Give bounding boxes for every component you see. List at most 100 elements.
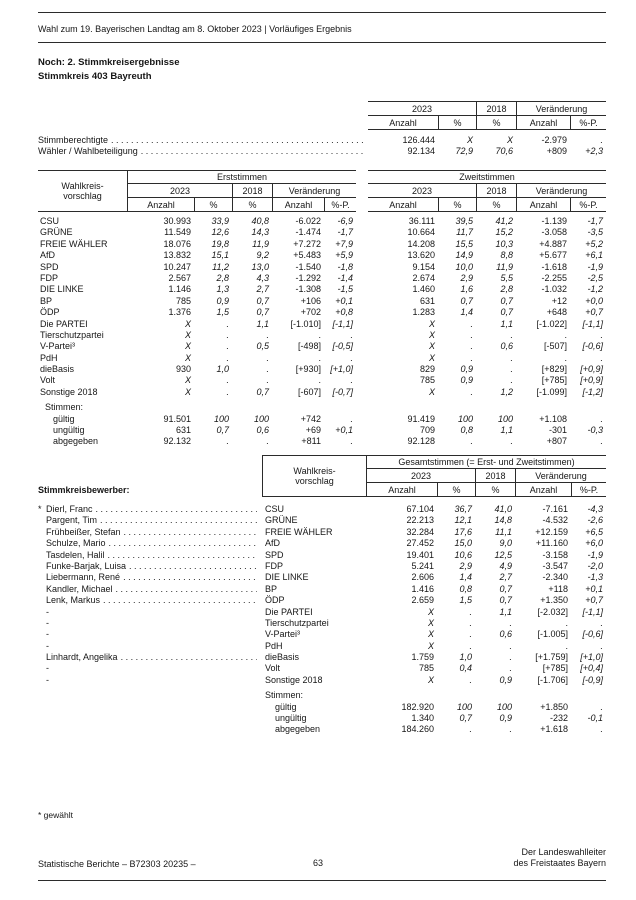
elected-mark	[38, 675, 46, 686]
votes-table: Wahlkreis-vorschlag Erststimmen 2023 201…	[38, 170, 606, 448]
party-name: GRÜNE	[40, 227, 73, 238]
value-cell: 12,6	[211, 227, 229, 238]
value-cell: 13.832	[163, 250, 191, 261]
stimmen-row-label: ungültig	[53, 425, 85, 436]
column-gap	[356, 170, 368, 212]
erststimmen-header-block: Erststimmen 2023 2018 Veränderung Anzahl…	[128, 170, 356, 212]
value-cell: .	[600, 436, 603, 447]
votes-row: Sonstige 2018 X. 0,7 [-607] [-0,7] X. 1,2 [-1.0…	[38, 387, 606, 398]
value-cell: .	[565, 617, 568, 628]
candidate-row: Lenk, Markus ÖDP 2.659 1,5 0,7 +1.350 +0,7	[38, 595, 606, 606]
value-cell: 0,6	[500, 341, 513, 352]
value-cell: +106	[300, 295, 321, 306]
value-cell: 100	[496, 701, 512, 712]
value-cell: 0,7	[256, 295, 269, 306]
col-header-veraenderung: Veränderung	[515, 469, 606, 482]
value-cell: X	[184, 375, 191, 386]
value-cell: 13,0	[251, 261, 269, 272]
party-name: FREIE WÄHLER	[265, 526, 333, 537]
value-cell: 0,8	[459, 583, 472, 594]
col-header-wahlkreisvorschlag: Wahlkreis-vorschlag	[38, 170, 128, 212]
spacer-cell	[46, 713, 262, 724]
candidate-name: Schulze, Mario	[46, 538, 106, 549]
value-cell: -3,5	[587, 227, 603, 238]
column-gap	[356, 387, 368, 398]
value-cell: 1,6	[460, 284, 473, 295]
value-cell: [+930]	[295, 364, 321, 375]
candidate-name: -	[46, 617, 49, 628]
value-cell: 13.620	[407, 250, 435, 261]
value-cell: +0,7	[585, 307, 603, 318]
dot-leader	[129, 561, 257, 572]
party-name: Volt	[40, 375, 56, 386]
col-header-wahlkreisvorschlag: Wahlkreis-vorschlag	[262, 455, 367, 497]
candidate-name-cell: Kandler, Michael	[46, 584, 262, 595]
value-cell: 1.460	[412, 284, 435, 295]
value-cell: 14,3	[251, 227, 269, 238]
candidate-name: Dierl, Franc	[46, 504, 93, 514]
value-cell: .	[226, 386, 229, 397]
col-header-2018: 2018	[476, 184, 516, 197]
value-cell: 67.104	[406, 504, 434, 514]
value-cell: .	[350, 352, 353, 363]
summary-label-cell: Wähler / Wahlbeteiligung	[38, 146, 368, 157]
value-cell: .	[470, 436, 473, 447]
value-cell: 4,9	[499, 560, 512, 571]
value-cell: +0,1	[335, 425, 353, 436]
value-cell: [-498]	[297, 341, 321, 352]
column-gap	[356, 364, 368, 375]
footer-publisher-line2: des Freistaates Bayern	[513, 857, 606, 868]
col-header-veraenderung: Veränderung	[516, 184, 606, 197]
candidate-name-cell: -	[46, 618, 262, 629]
value-cell: .	[509, 663, 512, 674]
candidate-name-cell: -	[46, 663, 262, 674]
value-cell: 1,5	[459, 595, 472, 606]
value-cell: X	[506, 135, 513, 145]
value-cell: -1,2	[587, 284, 603, 295]
value-cell: [-1,1]	[582, 318, 603, 329]
candidate-row: - Die PARTEI X. 1,1 [-2.032] [-1,1]	[38, 607, 606, 618]
value-cell: .	[564, 329, 567, 340]
col-header-pct: %	[476, 198, 516, 211]
footer-publisher: Der Landeswahlleiter des Freistaates Bay…	[513, 847, 606, 868]
value-cell: -6.022	[295, 216, 321, 226]
value-cell: 126.444	[402, 135, 435, 145]
column-gap	[356, 414, 368, 425]
value-cell: 10,0	[455, 261, 473, 272]
party-name: AfD	[40, 250, 56, 261]
value-cell: X	[427, 640, 434, 651]
column-gap	[356, 330, 368, 341]
value-cell: 0,4	[459, 663, 472, 674]
value-cell: +11.160	[535, 538, 568, 549]
value-cell: 631	[419, 295, 435, 306]
col-header-anzahl: Anzahl	[389, 118, 417, 128]
col-header-pct: %	[438, 198, 476, 211]
value-cell: [+1.759]	[535, 652, 568, 663]
value-cell: .	[350, 375, 353, 386]
spacer-cell	[38, 713, 46, 724]
column-gap	[356, 262, 368, 273]
candidate-name-cell: -	[46, 675, 262, 686]
candidate-row: * Dierl, Franc CSU 67.104 36,7 41,0 -7.161 -4,3	[38, 504, 606, 515]
value-cell: [-1,2]	[582, 386, 603, 397]
value-cell: 785	[419, 375, 435, 386]
value-cell: 2.659	[411, 595, 434, 606]
col-header-2023: 2023	[169, 186, 191, 196]
candidate-name-cell: -	[46, 607, 262, 618]
report-subtitle: Stimmkreis 403 Bayreuth	[38, 70, 152, 82]
report-title: Noch: 2. Stimmkreisergebnisse	[38, 57, 180, 68]
value-cell: 17,6	[454, 526, 472, 537]
value-cell: 33,9	[211, 216, 229, 226]
stimmen-row-label: gültig	[275, 701, 297, 712]
value-cell: 9,0	[499, 538, 512, 549]
value-cell: .	[469, 674, 472, 685]
col-header-pctp: %-P.	[324, 198, 356, 211]
stimmen-row-label: abgegeben	[53, 436, 99, 447]
col-header-2018: 2018	[476, 102, 516, 115]
candidate-row: Tasdelen, Halil SPD 19.401 10,6 12,5 -3.158 -1…	[38, 550, 606, 561]
value-cell: 0,5	[256, 341, 269, 352]
value-cell: 0,7	[500, 295, 513, 306]
stimmen-section-row: Stimmen:	[38, 402, 606, 413]
stimmen-row: abgegeben 92.132.. +811. 92.128.. +807.	[38, 436, 606, 447]
candidate-name-cell: Tasdelen, Halil	[46, 550, 262, 561]
